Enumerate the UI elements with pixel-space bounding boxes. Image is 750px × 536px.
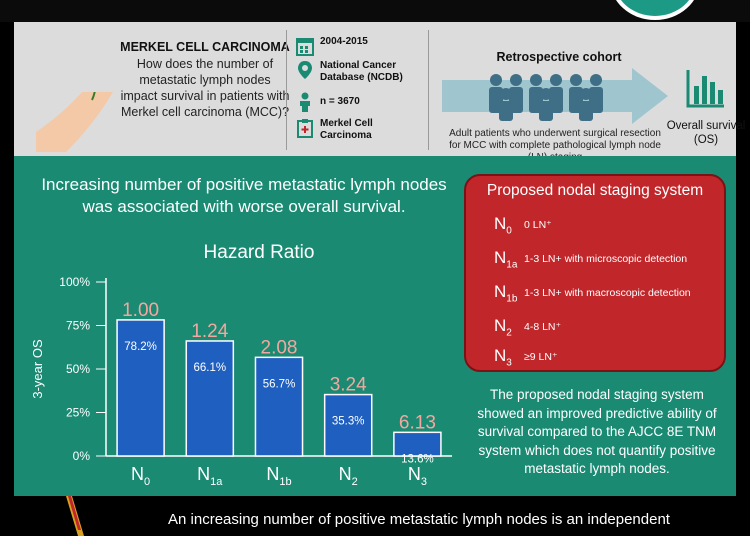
y-tick-label: 25%	[66, 406, 90, 420]
question-text: How does the number of metastatic lymph …	[120, 57, 290, 119]
staging-title: Proposed nodal staging system	[486, 182, 704, 199]
stage-description: 4-8 LN⁺	[524, 321, 562, 334]
awareness-ribbon-icon	[66, 496, 84, 536]
info-date-range: 2004-2015	[296, 36, 368, 56]
chart-title: Hazard Ratio	[203, 242, 315, 263]
question-title: MERKEL CELL CARCINOMA	[120, 40, 290, 54]
bar	[323, 393, 373, 457]
hazard-ratio-label: 1.24	[191, 321, 228, 342]
info-text: 2004-2015	[320, 36, 368, 47]
y-axis-label: 3-year OS	[30, 339, 45, 399]
hazard-ratio-label: 1.00	[122, 300, 159, 321]
main-panel: Increasing number of positive metastatic…	[14, 156, 736, 496]
bar-value-label: 66.1%	[193, 362, 226, 374]
y-tick-label: 75%	[66, 319, 90, 333]
x-tick-label: N0	[131, 464, 150, 488]
x-tick-label: N3	[408, 464, 427, 488]
info-text: Merkel Cell Carcinoma	[320, 118, 373, 141]
x-tick-label: N1b	[266, 464, 291, 488]
stage-code: N0	[494, 214, 512, 237]
bar	[185, 340, 235, 457]
bottom-conclusion-text: An increasing number of positive metasta…	[168, 511, 670, 528]
arm-lesion-icon	[36, 92, 113, 152]
main-finding-title: Increasing number of positive metastatic…	[41, 175, 447, 216]
bar-value-label: 78.2%	[124, 341, 157, 353]
clipboard-icon	[297, 119, 313, 138]
calendar-icon	[296, 38, 314, 56]
stage-description: ≥9 LN⁺	[524, 351, 558, 364]
hazard-ratio-label: 2.08	[261, 337, 298, 358]
info-database: National Cancer Database (NCDB)	[296, 60, 406, 84]
staging-system-box: Proposed nodal staging system N0 0 LN⁺ N…	[464, 174, 726, 372]
info-text: n = 3670	[320, 96, 360, 107]
bar	[393, 431, 442, 457]
info-sample-size: n = 3670	[296, 92, 360, 112]
stage-row: N1a 1-3 LN+ with microscopic detection	[494, 248, 687, 270]
location-pin-icon	[298, 61, 312, 79]
stage-code: N2	[494, 316, 512, 339]
outcome-label: Overall survival (OS)	[666, 120, 746, 146]
bar	[116, 319, 165, 457]
top-bar	[0, 0, 750, 22]
stage-code: N1b	[494, 282, 518, 305]
stage-row: N1b 1-3 LN+ with macroscopic detection	[494, 282, 691, 304]
bar-value-label: 13.6%	[401, 453, 434, 465]
hazard-ratio-label: 6.13	[399, 412, 436, 433]
divider	[428, 30, 429, 150]
bar-chart-icon	[686, 70, 724, 108]
stage-row: N2 4-8 LN⁺	[494, 316, 561, 338]
info-diagnosis: Merkel Cell Carcinoma	[296, 118, 390, 142]
stage-description: 0 LN⁺	[524, 219, 552, 232]
x-tick-label: N2	[339, 464, 358, 488]
hazard-ratio-label: 3.24	[330, 375, 367, 396]
stage-description: 1-3 LN+ with microscopic detection	[524, 253, 688, 266]
y-tick-label: 100%	[59, 275, 90, 289]
bottom-banner: An increasing number of positive metasta…	[0, 496, 750, 536]
stage-row: N3 ≥9 LN⁺	[494, 346, 557, 368]
divider	[286, 30, 287, 150]
info-text: National Cancer Database (NCDB)	[320, 60, 403, 83]
y-tick-label: 0%	[73, 449, 91, 463]
person-icon	[300, 92, 310, 112]
survival-bar-chart: 3-year OS 0% 25% 50% 75% 100% 78.2% 1.00 N0 66.1%…	[30, 275, 452, 488]
bar	[254, 356, 304, 457]
header-panel: MERKEL CELL CARCINOMA How does the numbe…	[14, 22, 745, 163]
bar-value-label: 56.7%	[263, 378, 296, 390]
stage-row: N0 0 LN⁺	[494, 214, 552, 236]
bar-value-label: 35.3%	[332, 416, 365, 428]
x-tick-label: N1a	[197, 464, 223, 488]
cohort-arrow-diagram	[442, 68, 668, 124]
y-tick-label: 50%	[66, 362, 90, 376]
stage-description: 1-3 LN+ with macroscopic detection	[524, 287, 691, 300]
stage-code: N1a	[494, 248, 518, 271]
stage-code: N3	[494, 346, 512, 369]
cohort-title: Retrospective cohort	[496, 50, 622, 64]
conclusion-note: The proposed nodal staging system showed…	[477, 387, 717, 476]
